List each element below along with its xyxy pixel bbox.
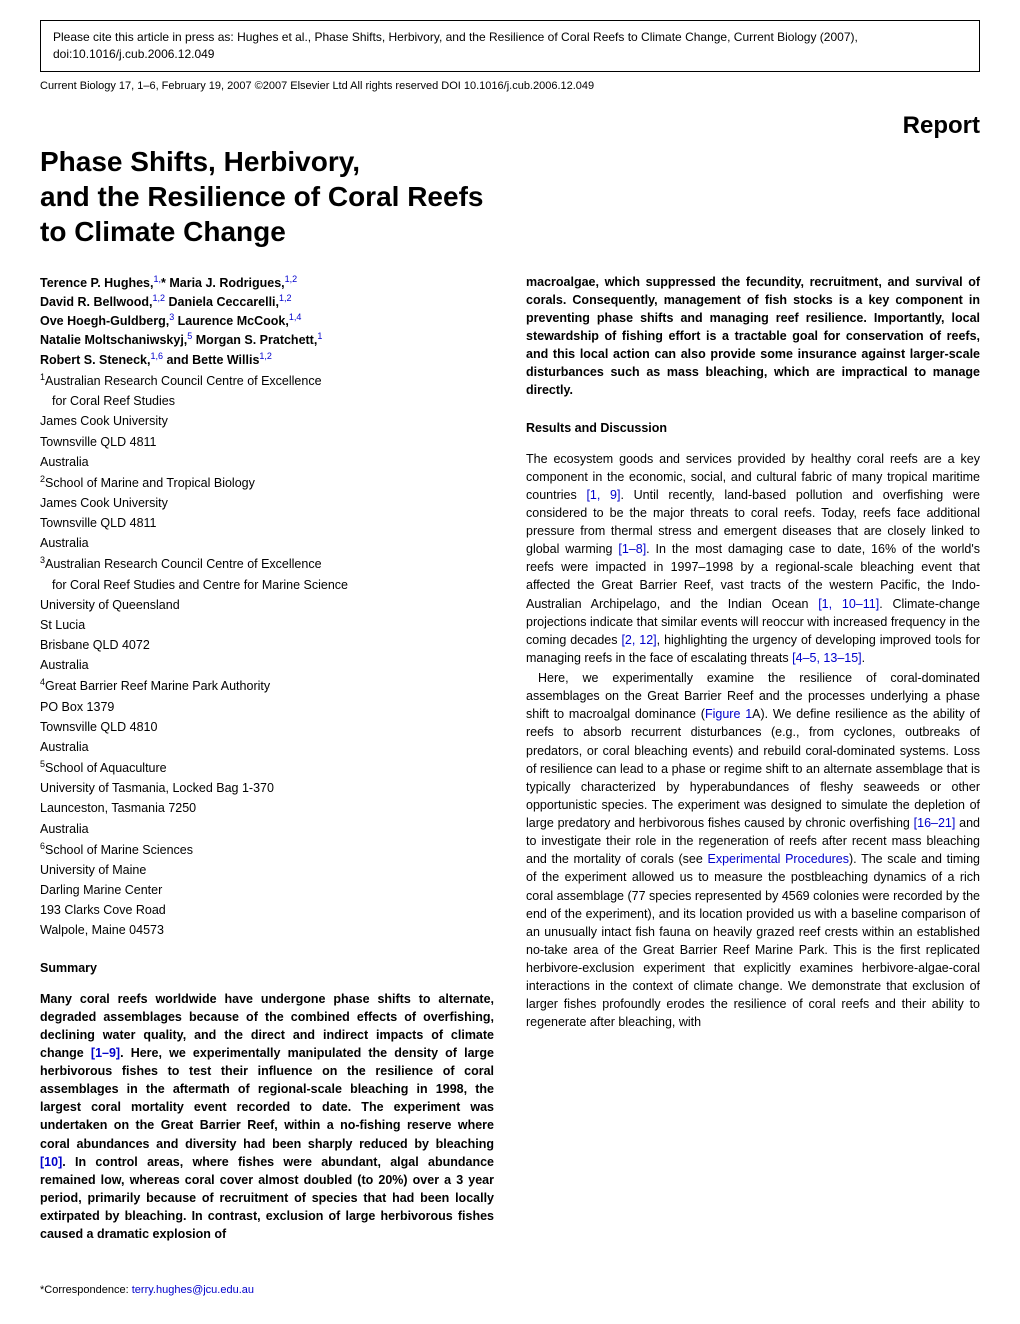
- affiliation-line: Townsville QLD 4811: [40, 514, 494, 532]
- affiliation-line: James Cook University: [40, 494, 494, 512]
- affiliation-line: 2School of Marine and Tropical Biology: [40, 473, 494, 492]
- figure-link[interactable]: Figure 1: [705, 707, 752, 721]
- results-paragraph-1: The ecosystem goods and services provide…: [526, 450, 980, 668]
- reference-link[interactable]: [1, 10–11]: [818, 597, 879, 611]
- article-title: Phase Shifts, Herbivory, and the Resilie…: [40, 144, 980, 249]
- reference-link[interactable]: [10]: [40, 1155, 62, 1169]
- affiliation-line: University of Maine: [40, 861, 494, 879]
- affiliation-line: Australia: [40, 820, 494, 838]
- correspondence: *Correspondence: terry.hughes@jcu.edu.au: [40, 1283, 494, 1299]
- affiliation-line: Australia: [40, 656, 494, 674]
- affiliation-line: Launceston, Tasmania 7250: [40, 799, 494, 817]
- left-column: Terence P. Hughes,1,* Maria J. Rodrigues…: [40, 273, 494, 1300]
- results-heading: Results and Discussion: [526, 419, 980, 437]
- affiliation-line: PO Box 1379: [40, 698, 494, 716]
- affiliation-line: Darling Marine Center: [40, 881, 494, 899]
- reference-link[interactable]: [1–8]: [618, 542, 646, 556]
- affiliation-line: Townsville QLD 4810: [40, 718, 494, 736]
- section-link[interactable]: Experimental Procedures: [707, 852, 849, 866]
- reference-link[interactable]: [4–5, 13–15]: [792, 651, 862, 665]
- summary-paragraph: Many coral reefs worldwide have undergon…: [40, 990, 494, 1244]
- affiliation-line: Australia: [40, 453, 494, 471]
- journal-info: Current Biology 17, 1–6, February 19, 20…: [40, 80, 980, 92]
- affiliation-line: 6School of Marine Sciences: [40, 840, 494, 859]
- results-paragraph-2: Here, we experimentally examine the resi…: [526, 669, 980, 1032]
- affiliation-line: 1Australian Research Council Centre of E…: [40, 371, 494, 390]
- reference-link[interactable]: [2, 12]: [621, 633, 656, 647]
- affiliation-line: Australia: [40, 534, 494, 552]
- citation-text: Please cite this article in press as: Hu…: [53, 30, 858, 61]
- affiliation-line: Townsville QLD 4811: [40, 433, 494, 451]
- right-column: macroalgae, which suppressed the fecundi…: [526, 273, 980, 1300]
- affiliation-line: 5School of Aquaculture: [40, 758, 494, 777]
- affiliation-line: James Cook University: [40, 412, 494, 430]
- reference-link[interactable]: [16–21]: [914, 816, 956, 830]
- affiliation-line: 4Great Barrier Reef Marine Park Authorit…: [40, 676, 494, 695]
- correspondence-email[interactable]: terry.hughes@jcu.edu.au: [132, 1284, 254, 1296]
- citation-box: Please cite this article in press as: Hu…: [40, 20, 980, 72]
- affiliation-line: 193 Clarks Cove Road: [40, 901, 494, 919]
- affiliation-line: St Lucia: [40, 616, 494, 634]
- summary-heading: Summary: [40, 959, 494, 977]
- affiliation-line: Walpole, Maine 04573: [40, 921, 494, 939]
- author-list: Terence P. Hughes,1,* Maria J. Rodrigues…: [40, 273, 494, 369]
- affiliation-line: 3Australian Research Council Centre of E…: [40, 554, 494, 573]
- affiliations: 1Australian Research Council Centre of E…: [40, 371, 494, 939]
- affiliation-line: University of Queensland: [40, 596, 494, 614]
- content-columns: Terence P. Hughes,1,* Maria J. Rodrigues…: [40, 273, 980, 1300]
- affiliation-line: Brisbane QLD 4072: [40, 636, 494, 654]
- report-label: Report: [40, 112, 980, 140]
- affiliation-line: for Coral Reef Studies and Centre for Ma…: [40, 576, 494, 594]
- reference-link[interactable]: [1–9]: [91, 1046, 120, 1060]
- affiliation-line: Australia: [40, 738, 494, 756]
- reference-link[interactable]: [1, 9]: [586, 488, 620, 502]
- affiliation-line: University of Tasmania, Locked Bag 1-370: [40, 779, 494, 797]
- affiliation-line: for Coral Reef Studies: [40, 392, 494, 410]
- summary-continuation: macroalgae, which suppressed the fecundi…: [526, 273, 980, 400]
